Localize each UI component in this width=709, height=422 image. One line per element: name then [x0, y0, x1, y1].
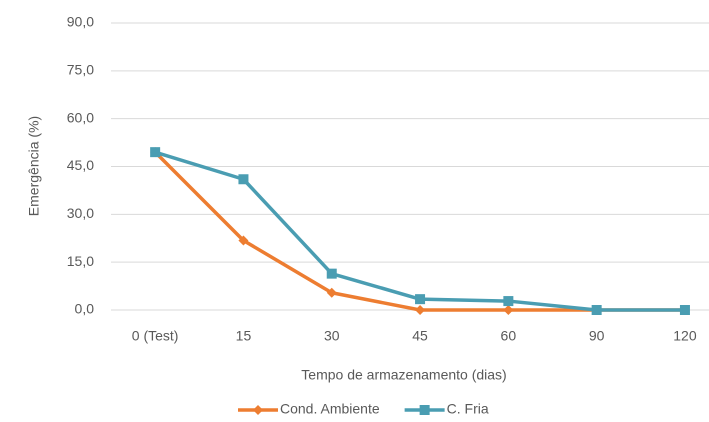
legend-item: Cond. Ambiente	[238, 401, 380, 417]
y-tick-label: 15,0	[67, 253, 94, 269]
marker	[326, 287, 337, 298]
x-tick-label: 15	[236, 328, 252, 344]
marker	[503, 305, 514, 315]
marker	[679, 305, 690, 315]
marker	[415, 305, 426, 315]
x-tick-label: 30	[324, 328, 340, 344]
x-tick-label: 45	[412, 328, 428, 344]
marker	[150, 147, 161, 158]
x-tick-label: 120	[673, 328, 697, 344]
x-tick-label: 60	[501, 328, 517, 344]
y-tick-label: 30,0	[67, 205, 94, 221]
marker	[591, 305, 602, 315]
x-tick-label: 0 (Test)	[132, 328, 179, 344]
marker	[238, 174, 249, 185]
legend-item: C. Fria	[404, 401, 489, 417]
legend-label: C. Fria	[447, 401, 489, 417]
x-tick-label: 90	[589, 328, 605, 344]
y-tick-label: 0,0	[75, 301, 95, 317]
legend-marker	[253, 405, 263, 415]
y-tick-label: 75,0	[67, 62, 94, 78]
legend-label: Cond. Ambiente	[280, 401, 380, 417]
marker	[415, 294, 426, 305]
y-tick-label: 45,0	[67, 157, 94, 173]
y-tick-label: 60,0	[67, 109, 94, 125]
y-axis-title: Emergência (%)	[26, 116, 42, 216]
marker	[238, 235, 249, 246]
marker	[503, 296, 514, 307]
legend-marker	[419, 405, 430, 415]
x-axis-title: Tempo de armazenamento (dias)	[301, 367, 506, 383]
marker	[326, 268, 337, 279]
y-tick-label: 90,0	[67, 14, 94, 30]
